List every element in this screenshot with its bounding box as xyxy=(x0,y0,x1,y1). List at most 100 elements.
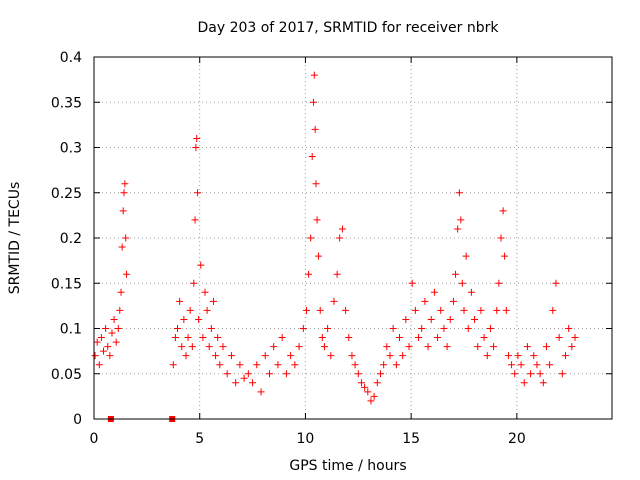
data-point xyxy=(443,343,451,351)
data-point xyxy=(446,315,454,323)
data-point xyxy=(253,361,261,369)
data-point xyxy=(192,144,200,151)
data-point xyxy=(499,207,507,215)
data-point xyxy=(396,334,404,342)
data-point xyxy=(188,343,196,351)
data-point xyxy=(95,361,103,369)
data-point xyxy=(311,125,319,133)
data-point xyxy=(310,71,318,79)
data-point xyxy=(207,325,215,332)
data-point xyxy=(504,352,512,360)
data-point xyxy=(97,334,105,342)
data-point xyxy=(437,306,445,314)
data-point xyxy=(108,329,116,337)
data-point xyxy=(219,343,227,351)
data-point xyxy=(539,379,547,387)
data-point xyxy=(274,361,282,369)
data-point xyxy=(490,343,498,351)
data-point xyxy=(197,261,205,269)
data-point xyxy=(357,379,365,387)
data-point xyxy=(122,234,130,242)
y-tick-label: 0.1 xyxy=(60,322,82,338)
data-point xyxy=(240,374,248,382)
y-axis-label: SRMTID / TECUs xyxy=(7,182,23,295)
data-point xyxy=(121,180,129,188)
data-point xyxy=(180,315,188,323)
data-point xyxy=(176,297,184,305)
data-point xyxy=(212,352,220,360)
data-point xyxy=(93,338,101,346)
data-point xyxy=(555,334,563,342)
y-tick-label: 0 xyxy=(73,412,82,428)
data-point xyxy=(533,361,541,369)
data-point xyxy=(514,352,522,360)
data-point xyxy=(449,297,457,305)
data-point xyxy=(471,315,479,323)
data-point xyxy=(389,325,397,332)
data-point xyxy=(383,343,391,351)
data-point xyxy=(558,370,566,378)
y-tick-label: 0.35 xyxy=(51,95,82,111)
data-point xyxy=(351,361,359,369)
data-point xyxy=(265,370,273,378)
data-point xyxy=(191,216,199,224)
data-point xyxy=(452,270,460,278)
data-point xyxy=(493,306,501,314)
data-point xyxy=(118,243,126,251)
data-point xyxy=(552,279,560,287)
data-point xyxy=(418,325,426,332)
data-point xyxy=(483,352,491,360)
data-point xyxy=(305,270,313,278)
data-point xyxy=(457,216,465,224)
data-point xyxy=(502,306,510,314)
data-point xyxy=(114,325,122,332)
data-point xyxy=(184,334,192,342)
data-point xyxy=(546,361,554,369)
data-point xyxy=(112,338,120,346)
data-point xyxy=(530,352,538,360)
data-point xyxy=(542,343,550,351)
data-point xyxy=(106,352,114,360)
data-point xyxy=(249,379,257,387)
x-tick-label: 5 xyxy=(195,431,204,447)
data-point xyxy=(549,306,557,314)
data-point xyxy=(497,234,505,242)
data-point xyxy=(474,343,482,351)
x-tick-label: 15 xyxy=(402,431,420,447)
data-point xyxy=(91,352,99,360)
data-point xyxy=(405,343,413,351)
data-point xyxy=(190,279,198,287)
data-point xyxy=(376,370,384,378)
data-point xyxy=(373,379,381,387)
y-tick-label: 0.05 xyxy=(51,367,82,383)
data-point xyxy=(320,343,328,351)
data-point xyxy=(270,343,278,351)
data-point xyxy=(302,306,310,314)
data-point xyxy=(186,306,194,314)
y-tick-label: 0.2 xyxy=(60,231,82,247)
data-point xyxy=(308,153,316,161)
data-point xyxy=(455,189,463,197)
data-point xyxy=(402,315,410,323)
data-point xyxy=(315,252,323,260)
data-point xyxy=(386,352,394,360)
data-point xyxy=(336,234,344,242)
data-point xyxy=(495,279,503,287)
data-point xyxy=(193,134,201,142)
data-point xyxy=(116,306,124,314)
data-point xyxy=(232,379,240,387)
data-point xyxy=(536,370,544,378)
data-point xyxy=(408,279,416,287)
data-point xyxy=(295,343,303,351)
data-point xyxy=(316,306,324,314)
data-point xyxy=(309,98,317,106)
data-point xyxy=(199,334,207,342)
data-point xyxy=(399,352,407,360)
data-point xyxy=(370,392,378,400)
data-point xyxy=(110,315,118,323)
data-point xyxy=(571,334,579,342)
data-point xyxy=(501,252,509,260)
data-point xyxy=(480,334,488,342)
data-point xyxy=(392,361,400,369)
